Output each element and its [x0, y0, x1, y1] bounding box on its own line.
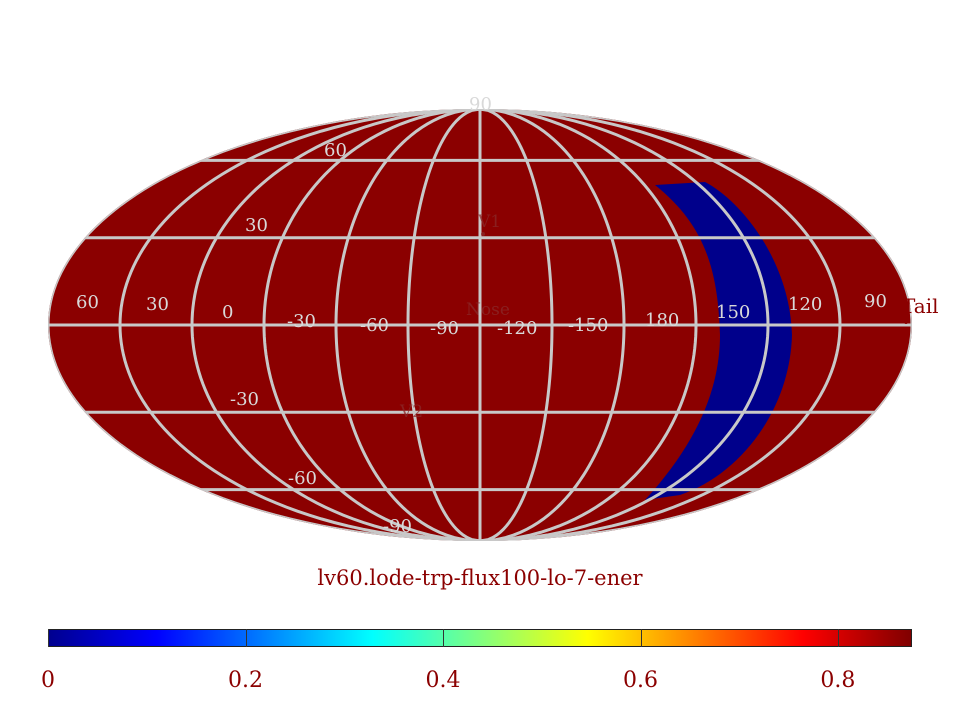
nose-marker: Nose — [466, 300, 510, 320]
colorbar-tick-0.6 — [640, 629, 642, 647]
lon-label-minus-90: -90 — [430, 318, 459, 339]
map-title: lv60.lode-trp-flux100-lo-7-ener — [317, 566, 643, 590]
lat-label-30: 30 — [245, 215, 268, 236]
graticule — [48, 109, 912, 541]
colorbar-tick-0.4 — [443, 629, 444, 647]
lon-label-minus-150: -150 — [568, 315, 608, 336]
lat-label-minus-90: -90 — [383, 516, 412, 537]
colorbar-tick-0.8 — [837, 629, 839, 647]
lat-label-minus-30: -30 — [230, 389, 259, 410]
lon-label-minus-60: -60 — [360, 315, 389, 336]
graticule-labels: 90 60 30 -30 -60 -90 60 30 0 -30 -60 -90… — [76, 94, 887, 537]
lon-label-150: 150 — [716, 302, 750, 323]
colorbar-label-0.8: 0.8 — [820, 668, 856, 693]
lon-label-180: 180 — [645, 310, 679, 331]
tail-dot — [904, 320, 908, 324]
lon-label-minus-120: -120 — [497, 318, 537, 339]
colorbar-tick-0.2 — [245, 629, 247, 647]
lat-label-60: 60 — [324, 140, 347, 161]
lon-label-0: 0 — [222, 302, 233, 323]
colorbar-label-0.6: 0.6 — [623, 668, 658, 693]
colorbar-tick-0 — [48, 629, 49, 647]
tail-marker: Tail — [902, 294, 939, 318]
v1-dot — [481, 232, 485, 236]
lat-label-90: 90 — [469, 94, 492, 115]
lon-label-60: 60 — [76, 292, 99, 313]
colorbar-label-0.2: 0.2 — [228, 668, 263, 693]
lon-label-minus-30: -30 — [287, 311, 316, 332]
lon-label-90: 90 — [864, 291, 887, 312]
v2-marker: V2 — [399, 402, 423, 422]
sky-map: 90 60 30 -30 -60 -90 60 30 0 -30 -60 -90… — [48, 94, 939, 541]
v1-marker: V1 — [477, 212, 501, 232]
markers: V1 V2 Nose Tail — [399, 212, 939, 422]
lon-label-120: 120 — [788, 294, 822, 315]
colorbar-label-0.4: 0.4 — [425, 668, 461, 693]
colorbar — [48, 629, 912, 647]
colorbar-label-0: 0 — [41, 668, 55, 693]
lat-label-minus-60: -60 — [288, 468, 317, 489]
lon-label-30: 30 — [146, 294, 169, 315]
